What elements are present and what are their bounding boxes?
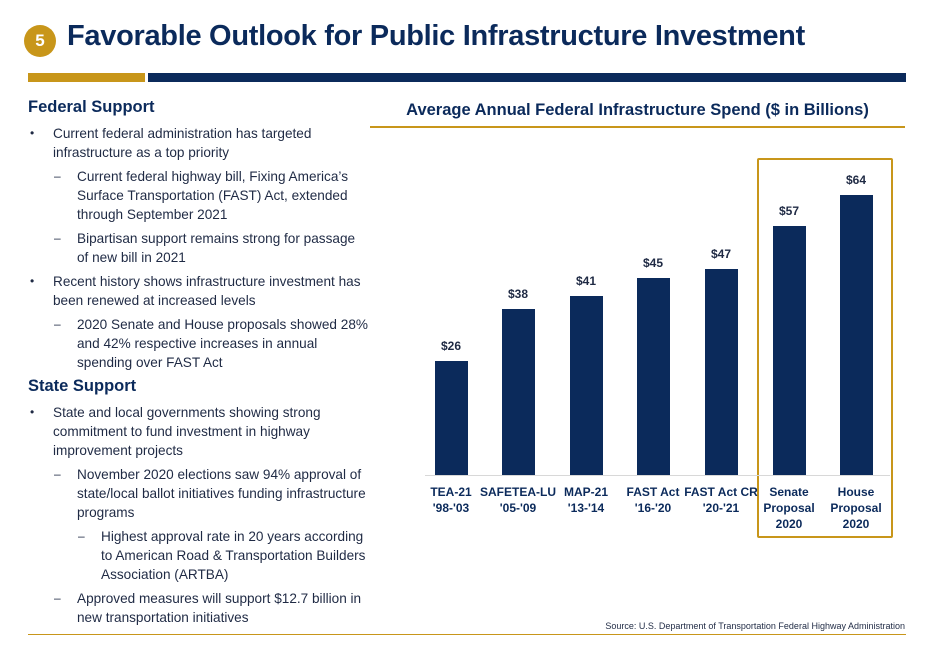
proposal-highlight-box [757, 158, 893, 538]
header-rule-gold [28, 73, 145, 82]
bullet-text: Bipartisan support remains strong for pa… [77, 231, 356, 265]
bullet-item: • Current federal administration has targ… [28, 124, 368, 162]
bullet-text: Recent history shows infrastructure inve… [53, 274, 361, 308]
category-label: House Proposal 2020 [830, 485, 882, 531]
bullet-marker: – [78, 529, 85, 543]
chart-title-rule [370, 126, 905, 128]
bullet-item: – Current federal highway bill, Fixing Am… [28, 167, 368, 224]
left-text-column: Federal Support • Current federal adminis… [28, 98, 368, 632]
bullet-item: – Approved measures will support $12.7 bi… [28, 589, 368, 627]
bullet-marker: – [54, 467, 61, 481]
footer-rule [28, 634, 906, 635]
bullet-marker: – [54, 231, 61, 245]
chart-bar [704, 269, 738, 475]
bullet-marker: • [30, 126, 35, 140]
bar-value-label: $38 [507, 286, 529, 301]
bullet-text: Current federal highway bill, Fixing Ame… [77, 169, 348, 222]
chart-bar [772, 225, 806, 475]
bullet-text: Current federal administration has targe… [53, 126, 312, 160]
bullet-marker: – [54, 317, 61, 331]
bullet-text: Approved measures will support $12.7 bil… [77, 591, 362, 625]
chart-bar [569, 295, 603, 475]
chart-bar [839, 195, 873, 475]
category-label: SAFETEA-LU '05-'09 [480, 485, 556, 515]
bullet-marker: • [30, 274, 35, 288]
bullet-item: – 2020 Senate and House proposals showed … [28, 315, 368, 372]
header-rule-navy [148, 73, 906, 82]
bar-value-label: $64 [845, 173, 867, 187]
bar-value-label: $47 [710, 247, 732, 262]
bullet-text: 2020 Senate and House proposals showed 2… [77, 317, 368, 370]
bullet-item: • Recent history shows infrastructure inv… [28, 272, 368, 310]
page-title: Favorable Outlook for Public Infrastruct… [67, 20, 805, 52]
bullet-text: Highest approval rate in 20 years accord… [101, 529, 366, 582]
page-number-badge: 5 [24, 25, 56, 57]
source-note: Source: U.S. Department of Transportatio… [605, 621, 905, 631]
category-label: TEA-21 '98-'03 [430, 485, 472, 515]
category-label: Senate Proposal 2020 [763, 485, 815, 531]
federal-support-heading: Federal Support [28, 98, 155, 116]
category-label: FAST Act CR '20-'21 [684, 485, 758, 515]
chart-bar [434, 361, 468, 475]
bullet-marker: – [54, 591, 61, 605]
category-label: MAP-21 '13-'14 [563, 485, 608, 515]
chart-title: Average Annual Federal Infrastructure Sp… [406, 101, 869, 119]
bullet-marker: • [30, 405, 35, 419]
chart-bar [501, 308, 535, 475]
chart-bar [636, 278, 670, 475]
bullet-text: November 2020 elections saw 94% approval… [77, 467, 366, 520]
bar-value-label: $45 [642, 256, 664, 271]
state-support-list: • State and local governments showing str… [28, 403, 368, 627]
bullet-item: • State and local governments showing str… [28, 403, 368, 460]
bullet-item: – Bipartisan support remains strong for p… [28, 229, 368, 267]
bullet-text: State and local governments showing stro… [53, 405, 321, 458]
bullet-marker: – [54, 169, 61, 183]
category-label: FAST Act '16-'20 [626, 485, 680, 515]
bar-value-label: $57 [778, 203, 800, 218]
federal-support-list: • Current federal administration has targ… [28, 124, 368, 372]
state-support-heading: State Support [28, 377, 137, 395]
bullet-item: – Highest approval rate in 20 years accor… [28, 527, 368, 584]
chart-baseline [425, 475, 890, 476]
bar-value-label: $41 [575, 273, 597, 288]
bar-value-label: $26 [440, 339, 462, 354]
bullet-item: – November 2020 elections saw 94% approva… [28, 465, 368, 522]
